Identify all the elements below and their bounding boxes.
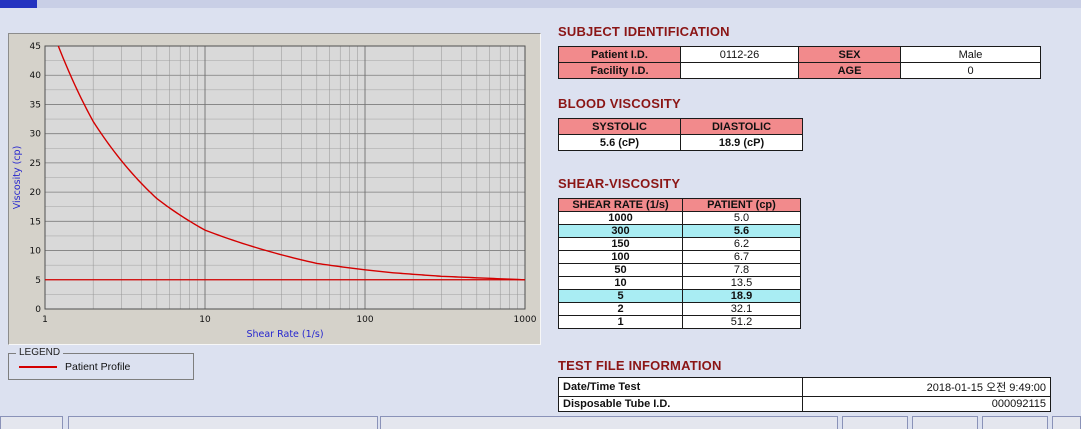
svg-text:40: 40: [30, 71, 42, 81]
date-time-test-value: 2018-01-15 오전 9:49:00: [802, 377, 1051, 397]
sex-label: SEX: [798, 46, 901, 63]
shear-viscosity-row: 5 18.9: [558, 289, 801, 303]
shear-viscosity-row: 100 6.7: [558, 250, 801, 264]
age-value: 0: [900, 62, 1041, 79]
patient-cp-cell: 18.9: [682, 289, 801, 303]
status-bar-segment: [0, 416, 63, 429]
blood-viscosity-title: BLOOD VISCOSITY: [558, 96, 681, 111]
test-file-information-table: Date/Time Test 2018-01-15 오전 9:49:00 Dis…: [558, 377, 1051, 412]
shear-viscosity-row: 2 32.1: [558, 302, 801, 316]
date-time-test-label: Date/Time Test: [558, 377, 803, 397]
shear-rate-cell: 1000: [558, 211, 683, 225]
window-top-bar: [0, 0, 1081, 8]
subject-identification-title: SUBJECT IDENTIFICATION: [558, 24, 730, 39]
viscosity-chart: 0 5 10 15 20 25 30 35 40 45 1 10 100 1000 Shear Rate (…: [12, 42, 537, 340]
bottom-button[interactable]: [912, 416, 978, 429]
svg-text:25: 25: [30, 159, 41, 169]
shear-rate-cell: 150: [558, 237, 683, 251]
subject-identification-table: Patient I.D. 0112-26 SEX Male Facility I…: [558, 46, 1041, 79]
patient-cp-cell: 13.5: [682, 276, 801, 290]
blood-viscosity-section: BLOOD VISCOSITY SYSTOLIC DIASTOLIC 5.6 (…: [558, 96, 803, 151]
shear-rate-cell: 1: [558, 315, 683, 329]
systolic-value: 5.6 (cP): [558, 134, 681, 151]
disposable-tube-id-label: Disposable Tube I.D.: [558, 396, 803, 412]
shear-rate-cell: 10: [558, 276, 683, 290]
patient-cp-header: PATIENT (cp): [682, 198, 801, 212]
shear-viscosity-row: 1 51.2: [558, 315, 801, 329]
shear-viscosity-row: 1000 5.0: [558, 211, 801, 225]
patient-cp-cell: 5.0: [682, 211, 801, 225]
svg-text:100: 100: [356, 315, 373, 325]
facility-id-label: Facility I.D.: [558, 62, 681, 79]
patient-cp-cell: 6.2: [682, 237, 801, 251]
bottom-button[interactable]: [982, 416, 1048, 429]
patient-id-value: 0112-26: [680, 46, 799, 63]
bottom-button[interactable]: [842, 416, 908, 429]
patient-cp-cell: 51.2: [682, 315, 801, 329]
legend-title: LEGEND: [16, 347, 64, 358]
svg-text:15: 15: [30, 217, 41, 227]
blood-viscosity-table: SYSTOLIC DIASTOLIC 5.6 (cP) 18.9 (cP): [558, 118, 803, 151]
svg-text:1000: 1000: [514, 315, 537, 325]
svg-text:Viscosity (cp): Viscosity (cp): [12, 146, 23, 210]
shear-viscosity-row: 150 6.2: [558, 237, 801, 251]
table-row: Patient I.D. 0112-26 SEX Male: [558, 46, 1041, 63]
shear-viscosity-row: 50 7.8: [558, 263, 801, 277]
svg-text:5: 5: [35, 276, 41, 286]
table-row: Facility I.D. AGE 0: [558, 62, 1041, 79]
shear-rate-cell: 5: [558, 289, 683, 303]
test-file-information-section: TEST FILE INFORMATION Date/Time Test 201…: [558, 358, 1051, 412]
bottom-button[interactable]: [1052, 416, 1081, 429]
status-bar-segment: [380, 416, 838, 429]
svg-text:Shear Rate (1/s): Shear Rate (1/s): [246, 329, 323, 340]
patient-cp-cell: 6.7: [682, 250, 801, 264]
age-label: AGE: [798, 62, 901, 79]
table-row: SYSTOLIC DIASTOLIC: [558, 118, 803, 135]
diastolic-value: 18.9 (cP): [680, 134, 803, 151]
sex-value: Male: [900, 46, 1041, 63]
legend-line-swatch: [19, 365, 57, 368]
shear-viscosity-title: SHEAR-VISCOSITY: [558, 176, 681, 191]
shear-viscosity-section: SHEAR-VISCOSITY SHEAR RATE (1/s) PATIENT…: [558, 176, 801, 329]
patient-cp-cell: 5.6: [682, 224, 801, 238]
systolic-header: SYSTOLIC: [558, 118, 681, 135]
diastolic-header: DIASTOLIC: [680, 118, 803, 135]
svg-text:30: 30: [30, 130, 42, 140]
shear-rate-cell: 100: [558, 250, 683, 264]
table-row: Date/Time Test 2018-01-15 오전 9:49:00: [558, 377, 1051, 397]
svg-text:10: 10: [30, 247, 42, 257]
viscosity-chart-panel: 0 5 10 15 20 25 30 35 40 45 1 10 100 1000 Shear Rate (…: [8, 33, 541, 345]
patient-cp-cell: 32.1: [682, 302, 801, 316]
legend-item: Patient Profile: [9, 354, 193, 379]
legend-item-label: Patient Profile: [65, 360, 131, 373]
subject-identification-section: SUBJECT IDENTIFICATION Patient I.D. 0112…: [558, 24, 1041, 79]
disposable-tube-id-value: 000092115: [802, 396, 1051, 412]
shear-viscosity-table: SHEAR RATE (1/s) PATIENT (cp) 1000 5.0 300…: [558, 198, 801, 329]
patient-id-label: Patient I.D.: [558, 46, 681, 63]
title-bar-fragment: [0, 0, 37, 8]
svg-text:0: 0: [35, 305, 41, 315]
shear-rate-cell: 300: [558, 224, 683, 238]
svg-text:20: 20: [30, 188, 42, 198]
svg-text:45: 45: [30, 42, 41, 52]
facility-id-value: [680, 62, 799, 79]
svg-text:35: 35: [30, 100, 41, 110]
shear-rate-cell: 2: [558, 302, 683, 316]
svg-text:10: 10: [199, 315, 211, 325]
shear-rate-header: SHEAR RATE (1/s): [558, 198, 683, 212]
legend-groupbox: LEGEND Patient Profile: [8, 347, 194, 380]
patient-cp-cell: 7.8: [682, 263, 801, 277]
table-header-row: SHEAR RATE (1/s) PATIENT (cp): [558, 198, 801, 212]
shear-viscosity-row: 10 13.5: [558, 276, 801, 290]
shear-rate-cell: 50: [558, 263, 683, 277]
table-row: Disposable Tube I.D. 000092115: [558, 396, 1051, 412]
table-row: 5.6 (cP) 18.9 (cP): [558, 134, 803, 151]
svg-text:1: 1: [42, 315, 48, 325]
status-bar-segment: [68, 416, 378, 429]
shear-viscosity-row: 300 5.6: [558, 224, 801, 238]
test-file-information-title: TEST FILE INFORMATION: [558, 358, 722, 373]
